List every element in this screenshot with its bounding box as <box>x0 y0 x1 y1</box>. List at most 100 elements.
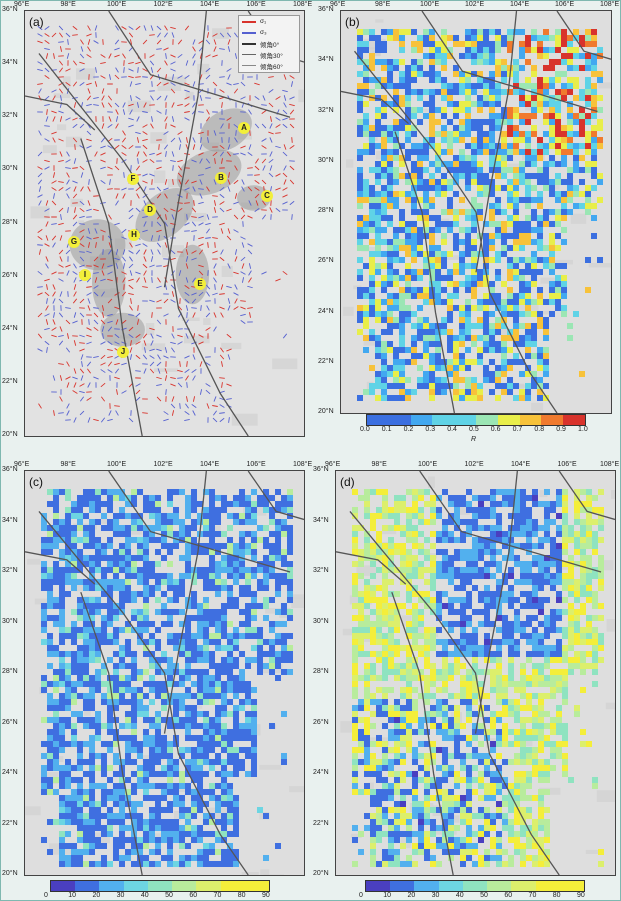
grid-cell <box>411 143 417 149</box>
grid-cell <box>131 705 137 711</box>
grid-cell <box>53 579 59 585</box>
stress-axis-mark <box>107 166 113 170</box>
stress-axis-mark <box>114 47 120 51</box>
stress-axis-mark <box>241 263 245 269</box>
grid-cell <box>375 125 381 131</box>
stress-axis-mark <box>52 137 56 143</box>
stress-axis-mark <box>72 298 78 304</box>
grid-cell <box>143 825 149 831</box>
grid-cell <box>471 293 477 299</box>
grid-cell <box>549 83 555 89</box>
grid-cell <box>537 53 543 59</box>
grid-cell <box>549 113 555 119</box>
stress-axis-mark <box>219 201 225 205</box>
stress-axis-mark <box>44 40 50 44</box>
grid-cell <box>155 747 161 753</box>
grid-cell <box>591 125 597 131</box>
grid-cell <box>215 723 221 729</box>
grid-cell <box>131 489 137 495</box>
grid-cell <box>71 567 77 573</box>
grid-cell <box>161 771 167 777</box>
grid-cell <box>119 561 125 567</box>
grid-cell <box>65 561 71 567</box>
grid-cell <box>119 585 125 591</box>
grid-cell <box>131 711 137 717</box>
grid-cell <box>567 167 573 173</box>
grid-cell <box>561 71 567 77</box>
grid-cell <box>245 531 251 537</box>
grid-cell <box>423 299 429 305</box>
grid-cell <box>179 693 185 699</box>
grid-cell <box>399 257 405 263</box>
grid-cell <box>83 579 89 585</box>
grid-cell <box>65 627 71 633</box>
grid-cell <box>489 347 495 353</box>
grid-cell <box>53 645 59 651</box>
grid-cell <box>185 747 191 753</box>
grid-cell <box>429 173 435 179</box>
grid-cell <box>591 155 597 161</box>
legend-dip60-label: 倾角60° <box>260 63 283 71</box>
grid-cell <box>209 723 215 729</box>
grid-cell <box>95 675 101 681</box>
grid-cell <box>137 519 143 525</box>
stress-axis-mark <box>108 116 112 122</box>
grid-cell <box>59 765 65 771</box>
grid-cell <box>502 501 508 507</box>
grid-cell <box>47 543 53 549</box>
grid-cell <box>197 801 203 807</box>
grid-cell <box>89 543 95 549</box>
grid-cell <box>89 537 95 543</box>
grid-cell <box>369 143 375 149</box>
grid-cell <box>275 537 281 543</box>
grid-cell <box>227 561 233 567</box>
relief-shade <box>25 806 41 816</box>
grid-cell <box>513 143 519 149</box>
stress-axis-mark <box>205 39 211 45</box>
relief-shade <box>77 220 85 224</box>
grid-cell <box>561 275 567 281</box>
grid-cell <box>179 585 185 591</box>
grid-cell <box>429 47 435 53</box>
grid-cell <box>531 377 537 383</box>
stress-axis-mark <box>254 193 260 199</box>
grid-cell <box>459 83 465 89</box>
stress-axis-mark <box>79 410 85 416</box>
grid-cell <box>197 789 203 795</box>
grid-cell <box>381 155 387 161</box>
grid-cell <box>215 507 221 513</box>
stress-axis-mark <box>53 410 55 416</box>
grid-cell <box>149 525 155 531</box>
grid-cell <box>161 657 167 663</box>
stress-axis-mark <box>192 53 196 59</box>
grid-cell <box>197 849 203 855</box>
grid-cell <box>263 597 269 603</box>
grid-cell <box>77 537 83 543</box>
grid-cell <box>555 35 561 41</box>
stress-axis-mark <box>228 172 230 178</box>
grid-cell <box>495 203 501 209</box>
grid-cell <box>77 741 83 747</box>
grid-cell <box>477 359 483 365</box>
grid-cell <box>101 543 107 549</box>
stress-axis-mark <box>170 284 176 290</box>
grid-cell <box>531 311 537 317</box>
grid-cell <box>215 717 221 723</box>
grid-cell <box>435 365 441 371</box>
grid-cell <box>549 47 555 53</box>
stress-axis-mark <box>121 26 127 30</box>
grid-cell <box>471 281 477 287</box>
stress-axis-mark <box>86 95 92 101</box>
grid-cell <box>77 693 83 699</box>
grid-cell <box>441 95 447 101</box>
grid-cell <box>471 389 477 395</box>
grid-cell <box>209 621 215 627</box>
grid-cell <box>131 783 137 789</box>
grid-cell <box>471 359 477 365</box>
grid-cell <box>429 323 435 329</box>
grid-cell <box>95 555 101 561</box>
grid-cell <box>269 513 275 519</box>
grid-cell <box>412 495 418 501</box>
grid-cell <box>580 537 586 543</box>
grid-cell <box>465 335 471 341</box>
